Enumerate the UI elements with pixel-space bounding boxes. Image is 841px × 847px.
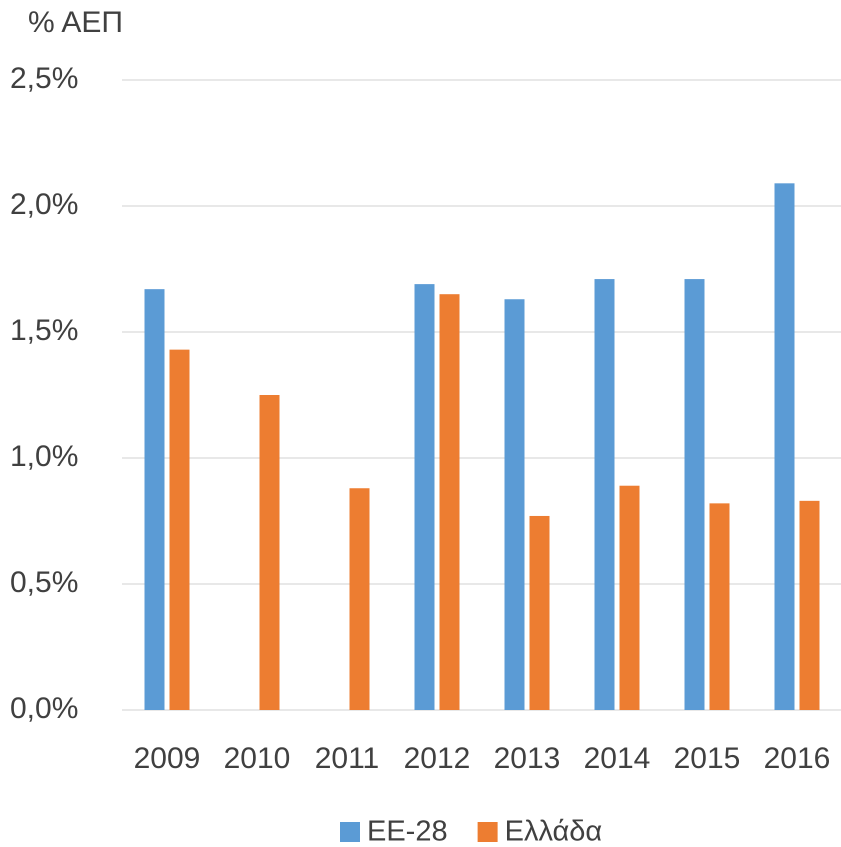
y-tick-label: 0,5%: [10, 566, 78, 599]
bar: [144, 289, 165, 710]
legend: ΕΕ-28 Ελλάδα: [340, 816, 602, 847]
legend-label: Ελλάδα: [505, 816, 603, 847]
bar: [169, 349, 190, 710]
bar: [799, 500, 820, 710]
y-tick-label: 1,5%: [10, 314, 78, 347]
x-tick-label: 2011: [315, 742, 380, 775]
bar: [774, 183, 795, 710]
bar: [594, 279, 615, 710]
bar: [504, 299, 525, 710]
x-tick-label: 2015: [674, 742, 741, 775]
legend-label: ΕΕ-28: [367, 816, 448, 847]
bar: [619, 485, 640, 710]
x-tick-label: 2013: [494, 742, 561, 775]
x-tick-label: 2009: [134, 742, 201, 775]
bar: [439, 294, 460, 710]
bar: [709, 503, 730, 710]
bar: [414, 284, 435, 710]
x-tick-label: 2016: [764, 742, 831, 775]
x-tick-label: 2010: [224, 742, 291, 775]
bar: [529, 515, 550, 710]
bar: [259, 395, 280, 710]
bar: [684, 279, 705, 710]
x-tick-label: 2012: [404, 742, 471, 775]
legend-swatch: [340, 822, 360, 842]
bar: [349, 488, 370, 710]
x-tick-label: 2014: [584, 742, 651, 775]
legend-swatch: [477, 822, 498, 842]
y-tick-label: 0,0%: [10, 692, 78, 725]
y-axis-label: % ΑΕΠ: [28, 6, 123, 39]
y-tick-label: 2,0%: [10, 188, 78, 221]
y-tick-label: 1,0%: [10, 440, 78, 473]
y-tick-label: 2,5%: [10, 62, 78, 95]
